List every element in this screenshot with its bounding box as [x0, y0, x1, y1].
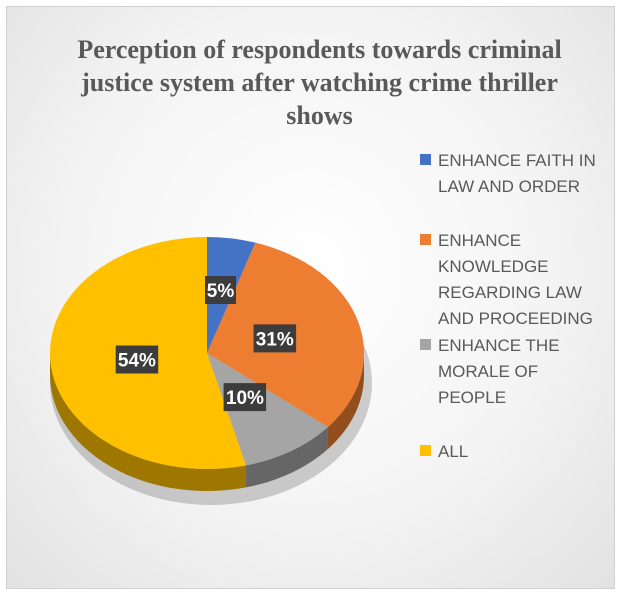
data-label-box-all — [115, 345, 159, 374]
legend-label-knowledge: ENHANCE KNOWLEDGE REGARDING LAW AND PROC… — [438, 231, 593, 328]
pie-side-walls — [50, 353, 364, 491]
legend: ENHANCE FAITH IN LAW AND ORDER ENHANCE K… — [420, 148, 610, 465]
legend-item-knowledge: ENHANCE KNOWLEDGE REGARDING LAW AND PROC… — [420, 228, 610, 333]
pie-side-knowledge — [327, 353, 364, 449]
legend-label-faith: ENHANCE FAITH IN LAW AND ORDER — [438, 151, 596, 196]
legend-label-morale: ENHANCE THE MORALE OF PEOPLE — [438, 336, 560, 407]
data-label-all: 54% — [118, 351, 156, 372]
legend-swatch-knowledge — [420, 234, 431, 245]
legend-item-faith: ENHANCE FAITH IN LAW AND ORDER — [420, 148, 610, 228]
data-label-box-knowledge — [253, 324, 297, 353]
legend-swatch-morale — [420, 339, 431, 350]
chart-area: Perception of respondents towards crimin… — [6, 6, 615, 589]
legend-swatch-faith — [420, 154, 431, 165]
data-label-box-morale — [223, 383, 267, 412]
legend-item-morale: ENHANCE THE MORALE OF PEOPLE — [420, 333, 610, 439]
chart-title: Perception of respondents towards crimin… — [77, 35, 562, 130]
legend-label-all: ALL — [438, 442, 469, 461]
data-label-knowledge: 31% — [256, 329, 294, 350]
pie-side-morale — [246, 426, 328, 488]
data-label-box-faith — [205, 276, 236, 304]
pie-chart: 5% 31% 10% 54% — [50, 237, 372, 505]
legend-item-all: ALL — [420, 439, 610, 465]
data-label-faith: 5% — [207, 281, 235, 302]
legend-swatch-all — [420, 445, 431, 456]
pie-slice-morale — [207, 353, 328, 466]
pie-side-all — [50, 353, 247, 491]
data-label-morale: 10% — [226, 388, 264, 409]
